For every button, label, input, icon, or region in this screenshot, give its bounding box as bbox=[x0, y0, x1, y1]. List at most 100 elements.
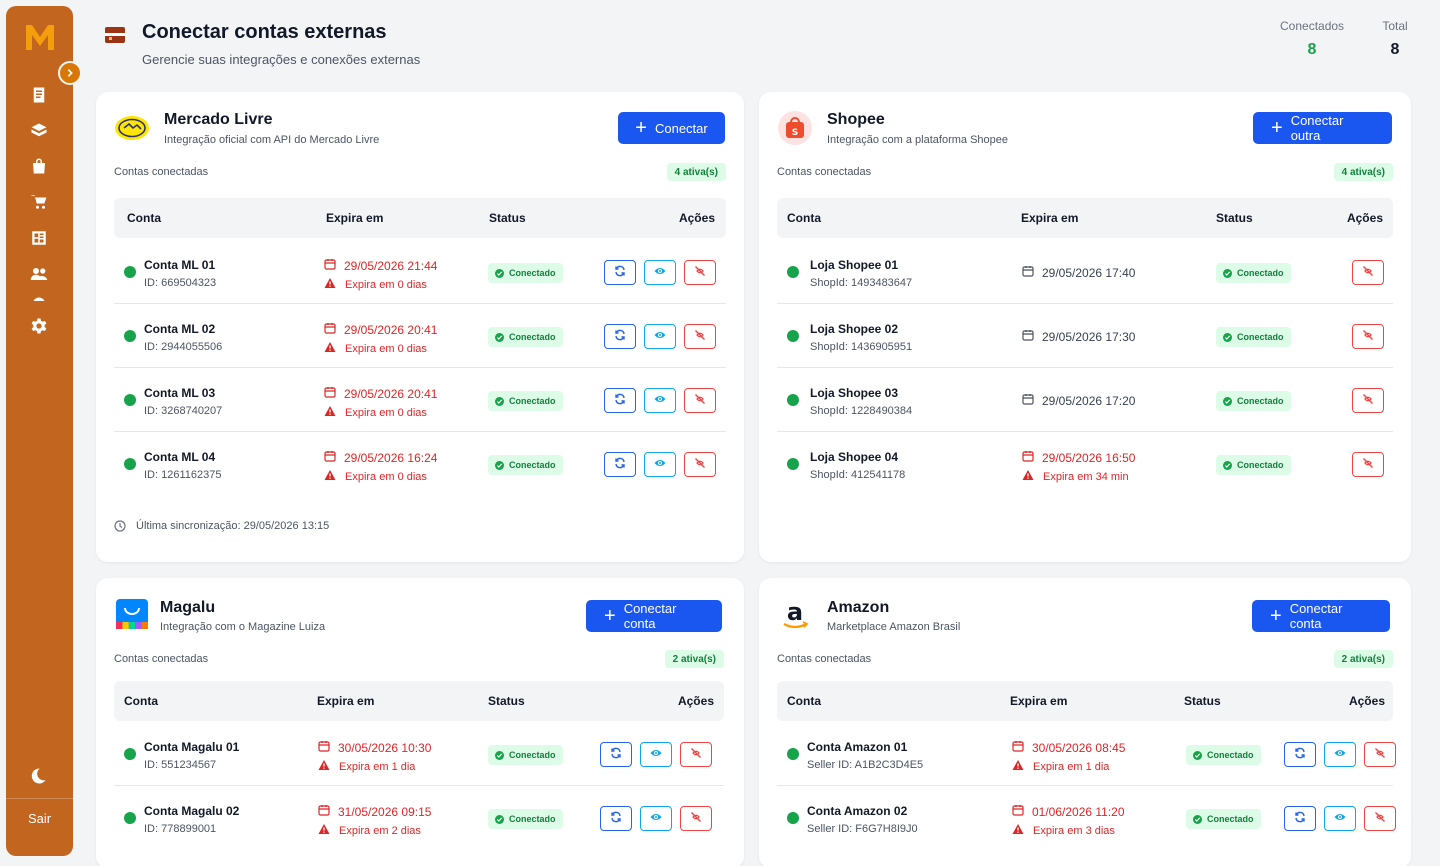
expiration-date: 29/05/2026 16:24 bbox=[324, 450, 437, 465]
account-id: ID: 551234567 bbox=[144, 759, 217, 771]
account-name: Conta Magalu 02 bbox=[144, 804, 240, 818]
expiration-warning: Expira em 2 dias bbox=[318, 823, 421, 838]
app-logo[interactable] bbox=[23, 20, 57, 54]
account-id: ID: 669504323 bbox=[144, 277, 217, 289]
col-acoes: Ações bbox=[678, 211, 715, 225]
logout-button[interactable]: Sair bbox=[27, 811, 52, 826]
expiration-date: 30/05/2026 08:45 bbox=[1012, 740, 1125, 755]
status-badge: Conectado bbox=[1186, 809, 1261, 829]
nav-users-icon[interactable] bbox=[28, 263, 50, 285]
view-button[interactable] bbox=[644, 324, 676, 349]
expiration-warning-text: Expira em 0 dias bbox=[345, 406, 427, 419]
connect-account-button[interactable]: + Conectar conta bbox=[1252, 600, 1390, 632]
expiration-date: 29/05/2026 17:30 bbox=[1022, 329, 1135, 344]
refresh-button[interactable] bbox=[604, 324, 636, 349]
connect-button[interactable]: + Conectar bbox=[618, 112, 725, 144]
nav-store-icon[interactable] bbox=[28, 227, 50, 249]
card-subtitle: Integração com a plataforma Shopee bbox=[827, 134, 1009, 146]
check-circle-icon bbox=[495, 396, 504, 406]
connect-button-label: Conectar outra bbox=[1290, 113, 1344, 143]
view-button[interactable] bbox=[644, 388, 676, 413]
refresh-button[interactable] bbox=[604, 260, 636, 285]
status-badge: Conectado bbox=[1216, 391, 1291, 411]
account-name: Conta ML 01 bbox=[144, 258, 216, 272]
table-row: Conta Magalu 02 ID: 778899001 31/05/2026… bbox=[114, 786, 724, 850]
expiration-warning-text: Expira em 3 dias bbox=[1033, 824, 1115, 837]
sidebar-collapse-button[interactable] bbox=[58, 61, 82, 85]
status-text: Conectado bbox=[1237, 396, 1284, 406]
disconnect-button[interactable] bbox=[1352, 260, 1384, 285]
refresh-button[interactable] bbox=[600, 806, 632, 831]
expiration-date-text: 29/05/2026 16:24 bbox=[344, 450, 438, 465]
refresh-icon bbox=[1294, 810, 1306, 828]
disconnect-button[interactable] bbox=[1352, 324, 1384, 349]
expiration-date-text: 29/05/2026 21:44 bbox=[344, 258, 438, 273]
eye-icon bbox=[650, 746, 662, 764]
status-text: Conectado bbox=[1207, 750, 1254, 760]
eye-icon bbox=[1334, 810, 1346, 828]
disconnect-button[interactable] bbox=[680, 806, 712, 831]
disconnect-button[interactable] bbox=[684, 452, 716, 477]
table-row: Conta Amazon 02 Seller ID: F6G7H8I9J0 01… bbox=[777, 786, 1396, 850]
nav-settings-gear-icon[interactable] bbox=[28, 315, 50, 337]
eye-icon bbox=[654, 328, 666, 346]
view-button[interactable] bbox=[644, 452, 676, 477]
disconnect-button[interactable] bbox=[684, 260, 716, 285]
nav-cart-icon[interactable] bbox=[28, 191, 50, 213]
table-row: Conta ML 03 ID: 3268740207 29/05/2026 20… bbox=[114, 368, 726, 432]
status-text: Conectado bbox=[509, 396, 556, 406]
card-amazon: a Amazon Marketplace Amazon Brasil + Cone… bbox=[759, 578, 1411, 866]
card-subtitle: Marketplace Amazon Brasil bbox=[827, 621, 961, 633]
disconnect-button[interactable] bbox=[1364, 806, 1396, 831]
expiration-warning-text: Expira em 34 min bbox=[1043, 470, 1129, 483]
view-button[interactable] bbox=[1324, 742, 1356, 767]
connect-another-button[interactable]: + Conectar outra bbox=[1253, 112, 1392, 144]
expiration-warning: Expira em 0 dias bbox=[324, 341, 427, 356]
nav-box-icon[interactable] bbox=[28, 120, 50, 142]
nav-document-icon[interactable] bbox=[28, 84, 50, 106]
check-circle-icon bbox=[1223, 460, 1232, 470]
contas-label: Contas conectadas bbox=[777, 653, 872, 665]
amazon-logo-icon: a bbox=[777, 596, 813, 632]
connect-button-label: Conectar conta bbox=[1289, 601, 1343, 631]
expiration-date: 29/05/2026 17:40 bbox=[1022, 265, 1135, 280]
expiration-date-text: 31/05/2026 09:15 bbox=[338, 804, 432, 819]
status-badge: Conectado bbox=[488, 455, 563, 475]
calendar-icon bbox=[1022, 329, 1034, 344]
refresh-button[interactable] bbox=[604, 388, 636, 413]
refresh-button[interactable] bbox=[1284, 742, 1316, 767]
col-status: Status bbox=[1216, 211, 1253, 225]
expiration-date-text: 29/05/2026 20:41 bbox=[344, 386, 438, 401]
refresh-button[interactable] bbox=[604, 452, 636, 477]
dark-mode-moon-icon[interactable] bbox=[28, 766, 50, 788]
disconnect-button[interactable] bbox=[684, 324, 716, 349]
col-conta: Conta bbox=[127, 211, 161, 225]
page-title: Conectar contas externas bbox=[142, 21, 387, 43]
status-badge: Conectado bbox=[488, 327, 563, 347]
warning-icon bbox=[318, 759, 330, 774]
disconnect-button[interactable] bbox=[684, 388, 716, 413]
svg-text:a: a bbox=[787, 598, 803, 626]
card-title: Amazon bbox=[827, 599, 890, 616]
account-id: ID: 2944055506 bbox=[144, 341, 223, 353]
view-button[interactable] bbox=[640, 742, 672, 767]
mercado-livre-logo-icon bbox=[114, 110, 150, 146]
disconnect-button[interactable] bbox=[1352, 388, 1384, 413]
view-button[interactable] bbox=[1324, 806, 1356, 831]
status-text: Conectado bbox=[1237, 332, 1284, 342]
disconnect-button[interactable] bbox=[1364, 742, 1396, 767]
nav-bag-icon[interactable] bbox=[28, 155, 50, 177]
card-title: Magalu bbox=[160, 599, 216, 616]
disconnect-button[interactable] bbox=[680, 742, 712, 767]
view-button[interactable] bbox=[644, 260, 676, 285]
status-text: Conectado bbox=[509, 460, 556, 470]
stat-connected-value: 8 bbox=[1307, 41, 1317, 58]
connect-account-button[interactable]: + Conectar conta bbox=[586, 600, 722, 632]
refresh-button[interactable] bbox=[600, 742, 632, 767]
expiration-date-text: 29/05/2026 20:41 bbox=[344, 322, 438, 337]
view-button[interactable] bbox=[640, 806, 672, 831]
disconnect-button[interactable] bbox=[1352, 452, 1384, 477]
refresh-button[interactable] bbox=[1284, 806, 1316, 831]
unlink-icon bbox=[694, 328, 706, 346]
expiration-warning-text: Expira em 1 dia bbox=[339, 760, 416, 773]
